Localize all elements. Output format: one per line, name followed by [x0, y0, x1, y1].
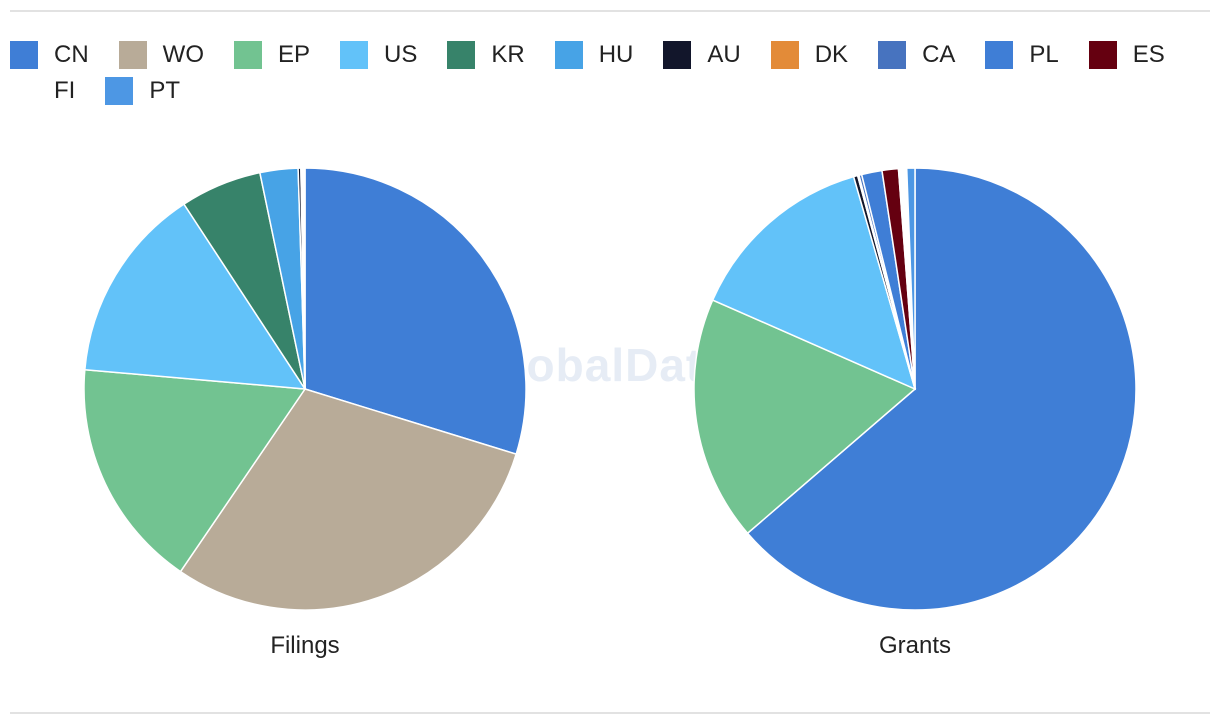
legend-item-wo[interactable]: WO	[118, 41, 204, 69]
legend-item-es[interactable]: ES	[1088, 41, 1165, 69]
legend-label: FI	[54, 77, 76, 104]
legend-swatch	[770, 41, 799, 69]
legend-swatch	[878, 41, 907, 69]
legend-label: WO	[162, 41, 204, 68]
pie-chart-grants	[693, 167, 1137, 611]
legend-swatch	[118, 41, 147, 69]
pie-slice-us[interactable]	[711, 175, 917, 391]
legend-item-cn[interactable]: CN	[10, 41, 89, 69]
legend-label: ES	[1132, 41, 1165, 68]
legend-swatch	[1088, 41, 1117, 69]
legend-item-pt[interactable]: PT	[105, 77, 180, 105]
legend-label: US	[384, 41, 418, 68]
legend-item-dk[interactable]: DK	[770, 41, 849, 69]
legend-swatch	[105, 77, 134, 105]
pie-slice-ep[interactable]	[693, 299, 917, 535]
pie-slice-cn[interactable]	[746, 167, 1137, 611]
legend-label: PT	[149, 77, 180, 104]
legend-label: KR	[491, 41, 525, 68]
legend-item-us[interactable]: US	[340, 41, 417, 69]
legend-swatch	[447, 41, 476, 69]
legend-item-hu[interactable]: HU	[554, 41, 634, 69]
legend-swatch	[10, 41, 38, 69]
legend-item-pl[interactable]: PL	[985, 41, 1059, 69]
legend-item-ca[interactable]: CA	[878, 41, 955, 69]
legend-label: HU	[598, 41, 634, 68]
pie-slice-pt[interactable]	[905, 167, 916, 390]
legend-item-ep[interactable]: EP	[234, 41, 310, 69]
legend-swatch	[554, 41, 583, 69]
pie-title-filings: Filings	[270, 632, 339, 659]
legend-item-kr[interactable]: KR	[447, 41, 525, 69]
legend-item-fi[interactable]: FI	[10, 77, 75, 105]
pie-slice-pl[interactable]	[302, 167, 306, 390]
chart-legend: CN WO EP US KR HU AU DK CA PL ES FI PT	[10, 41, 1215, 105]
legend-swatch	[985, 41, 1014, 69]
legend-label: AU	[707, 41, 741, 68]
legend-item-au[interactable]: AU	[663, 41, 741, 69]
pie-slice-wo[interactable]	[179, 388, 518, 611]
pie-chart-filings	[83, 167, 527, 611]
top-divider	[10, 10, 1210, 12]
legend-label: DK	[814, 41, 849, 68]
legend-swatch	[663, 41, 692, 69]
legend-label: PL	[1029, 41, 1059, 68]
bottom-divider	[10, 712, 1210, 714]
pie-title-grants: Grants	[879, 632, 951, 659]
legend-label: CA	[922, 41, 956, 68]
legend-swatch	[340, 41, 369, 69]
legend-label: CN	[54, 41, 89, 68]
pie-slice-ep[interactable]	[83, 368, 307, 573]
pie-slice-cn[interactable]	[304, 167, 527, 456]
legend-label: EP	[278, 41, 311, 68]
legend-swatch	[234, 41, 262, 69]
pie-slice-us[interactable]	[84, 203, 307, 390]
